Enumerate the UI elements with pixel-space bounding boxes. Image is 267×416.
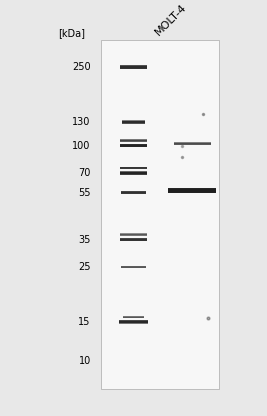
Bar (120, 145, 147, 146)
Bar (168, 190, 216, 192)
Bar (120, 234, 147, 235)
Text: 130: 130 (72, 117, 91, 127)
Bar (122, 121, 145, 123)
Bar (120, 320, 147, 324)
Bar (120, 144, 147, 147)
Text: 250: 250 (72, 62, 91, 72)
Bar (120, 140, 147, 141)
Bar (120, 321, 147, 323)
Bar (120, 140, 147, 141)
Bar (168, 188, 216, 193)
Bar (174, 142, 211, 145)
Bar (123, 317, 144, 318)
Bar (120, 66, 147, 68)
Bar (122, 121, 145, 123)
Bar (120, 66, 147, 69)
Bar (121, 266, 146, 268)
Bar (123, 316, 144, 318)
Bar (174, 143, 211, 145)
Text: [kDa]: [kDa] (58, 28, 85, 38)
Bar (121, 266, 146, 268)
Bar (120, 239, 147, 240)
Bar (120, 139, 147, 141)
Bar (120, 238, 147, 241)
Bar (122, 121, 145, 124)
Bar (120, 67, 147, 68)
Text: MOLT-4: MOLT-4 (153, 2, 189, 38)
Bar (120, 321, 147, 322)
Bar (120, 66, 147, 69)
Bar (120, 320, 147, 324)
Bar (120, 233, 147, 235)
Bar (120, 65, 147, 69)
Text: 55: 55 (78, 188, 91, 198)
Bar (120, 167, 147, 168)
Bar (120, 144, 147, 147)
Bar (120, 234, 147, 235)
Bar (120, 166, 147, 169)
Bar (123, 317, 144, 318)
Bar (121, 192, 146, 193)
Bar (121, 191, 146, 194)
Bar (174, 143, 211, 144)
Bar (123, 317, 144, 318)
Text: 100: 100 (72, 141, 91, 151)
Bar (121, 192, 146, 193)
Bar (121, 191, 146, 194)
Bar (168, 189, 216, 192)
Bar (120, 167, 147, 169)
Bar (120, 238, 147, 241)
Bar (120, 233, 147, 236)
Bar (120, 139, 147, 142)
Bar (120, 172, 147, 174)
Bar (120, 239, 147, 241)
Bar (168, 188, 216, 193)
Text: 70: 70 (78, 168, 91, 178)
Bar (120, 233, 147, 236)
Bar (120, 239, 147, 240)
Text: 35: 35 (78, 235, 91, 245)
Text: 15: 15 (78, 317, 91, 327)
Bar (101, 40, 219, 389)
Bar (168, 189, 216, 192)
Bar (120, 140, 147, 141)
Bar (121, 191, 146, 194)
Bar (174, 143, 211, 145)
Bar (174, 143, 211, 144)
Bar (123, 317, 144, 318)
Bar (121, 266, 146, 268)
Bar (121, 192, 146, 193)
Bar (120, 172, 147, 174)
Bar (122, 120, 145, 124)
Bar (120, 65, 147, 69)
Bar (120, 171, 147, 175)
Bar (120, 144, 147, 147)
Bar (168, 188, 216, 193)
Bar (120, 234, 147, 235)
Bar (120, 139, 147, 142)
Bar (174, 142, 211, 145)
Bar (120, 171, 147, 175)
Bar (122, 121, 145, 124)
Bar (120, 144, 147, 147)
Bar (120, 321, 147, 323)
Bar (123, 316, 144, 318)
Text: 25: 25 (78, 262, 91, 272)
Bar (120, 321, 147, 323)
Text: 10: 10 (78, 356, 91, 366)
Bar (122, 121, 145, 123)
Bar (120, 172, 147, 174)
Bar (120, 238, 147, 241)
Bar (121, 266, 146, 268)
Bar (120, 167, 147, 169)
Bar (120, 167, 147, 169)
Bar (120, 145, 147, 146)
Bar (121, 266, 146, 268)
